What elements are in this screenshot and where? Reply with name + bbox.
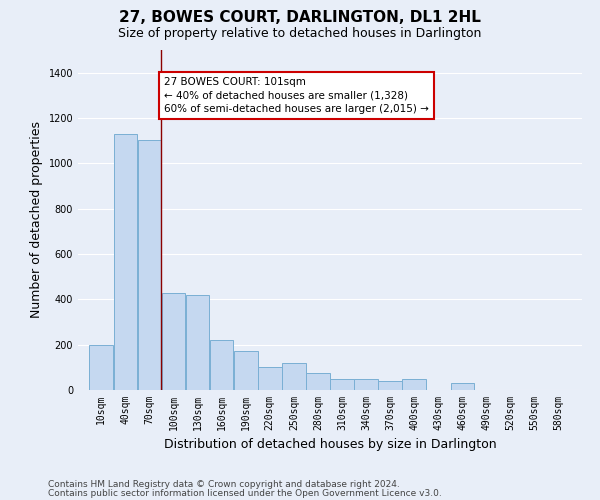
Text: Size of property relative to detached houses in Darlington: Size of property relative to detached ho… [118,28,482,40]
Y-axis label: Number of detached properties: Number of detached properties [30,122,43,318]
X-axis label: Distribution of detached houses by size in Darlington: Distribution of detached houses by size … [164,438,496,452]
Text: 27, BOWES COURT, DARLINGTON, DL1 2HL: 27, BOWES COURT, DARLINGTON, DL1 2HL [119,10,481,25]
Bar [403,378,426,390]
Bar [89,344,113,390]
Bar [161,292,185,390]
Bar [354,378,378,390]
Bar [451,383,474,390]
Bar [258,368,281,390]
Bar [113,134,137,390]
Bar [137,140,161,390]
Bar [306,373,330,390]
Text: Contains HM Land Registry data © Crown copyright and database right 2024.: Contains HM Land Registry data © Crown c… [48,480,400,489]
Bar [379,381,402,390]
Text: Contains public sector information licensed under the Open Government Licence v3: Contains public sector information licen… [48,488,442,498]
Text: 27 BOWES COURT: 101sqm
← 40% of detached houses are smaller (1,328)
60% of semi-: 27 BOWES COURT: 101sqm ← 40% of detached… [164,77,429,114]
Bar [282,363,306,390]
Bar [330,378,354,390]
Bar [234,352,257,390]
Bar [186,295,209,390]
Bar [210,340,233,390]
